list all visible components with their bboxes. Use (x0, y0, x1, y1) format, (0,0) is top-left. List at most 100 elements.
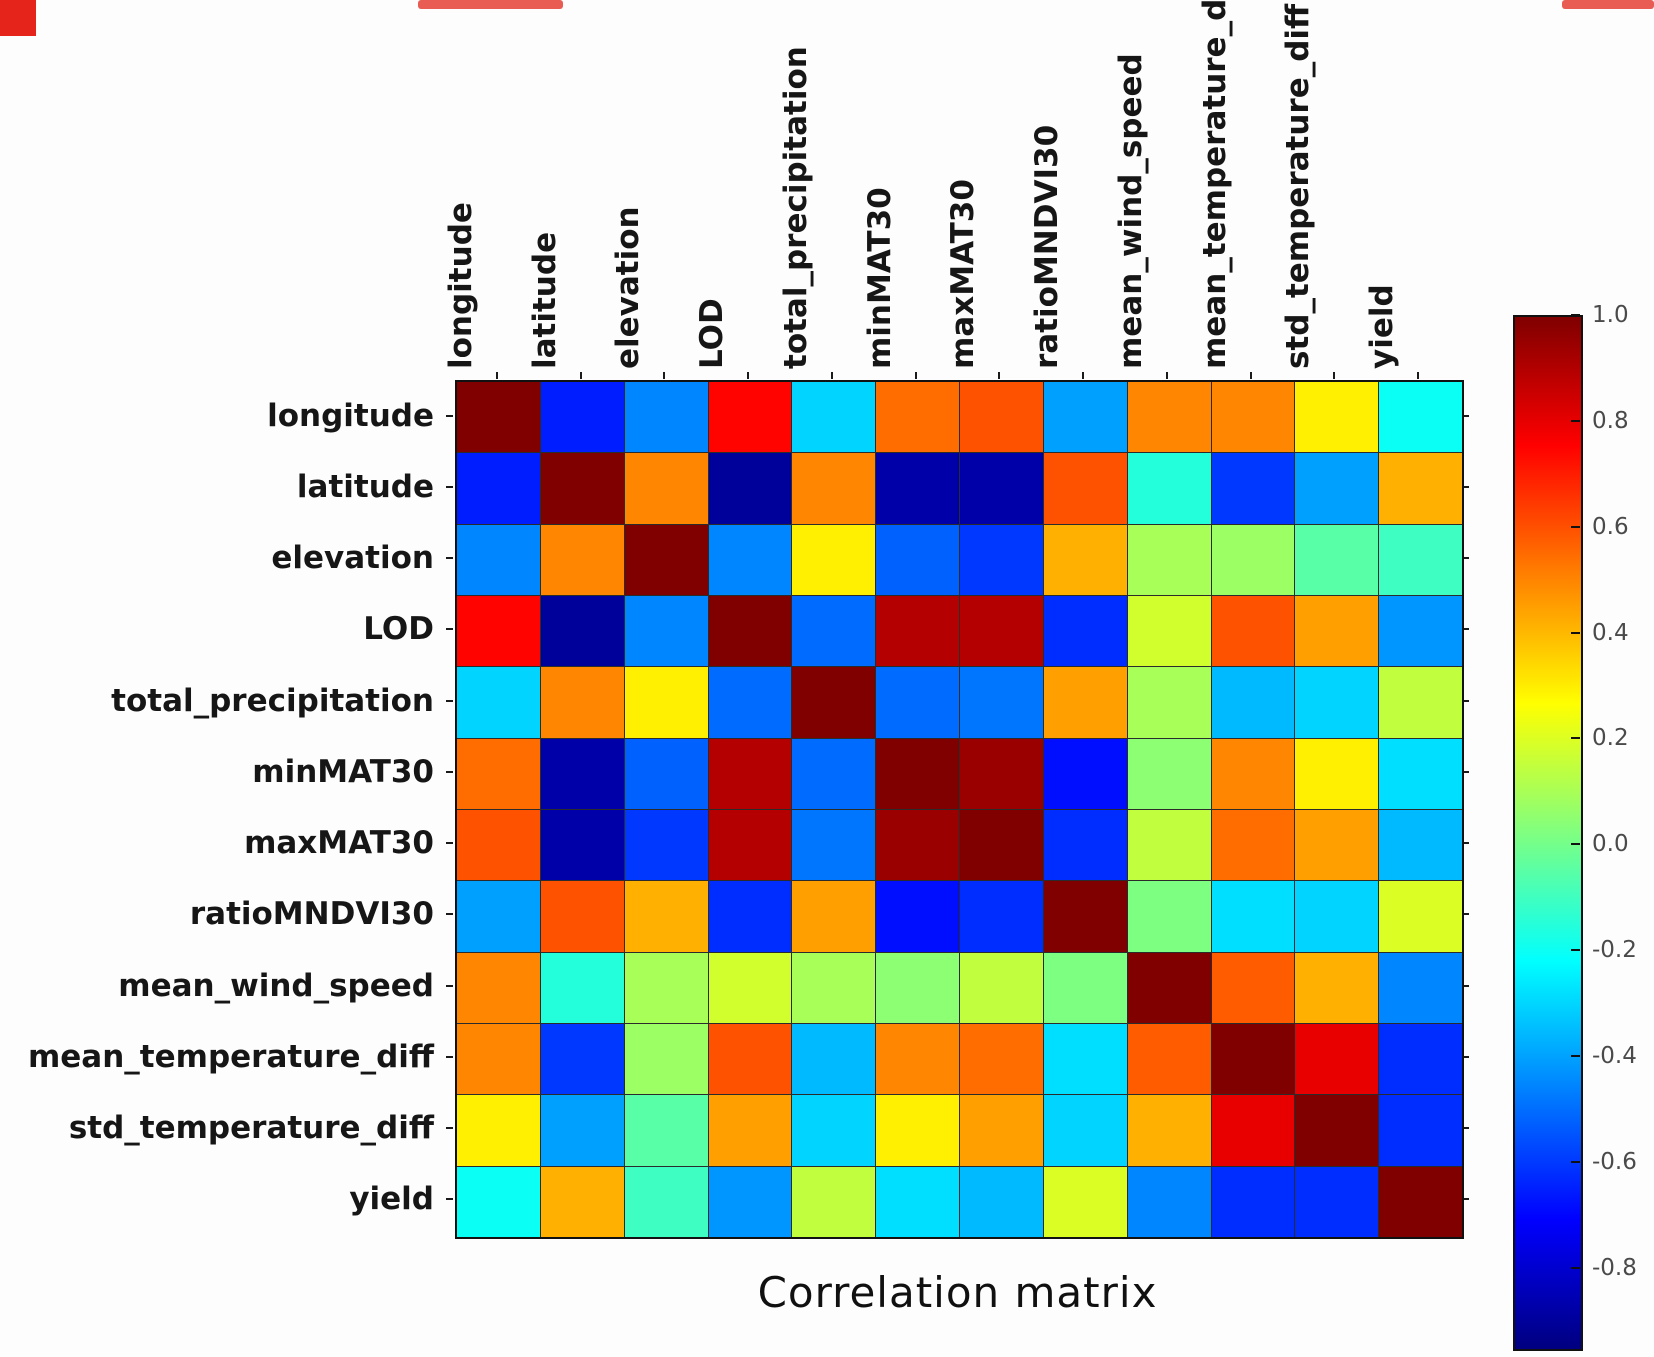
heatmap-cell (1295, 1166, 1379, 1237)
heatmap-cell (457, 881, 540, 952)
heatmap-cell (540, 810, 624, 881)
heatmap-cell (1211, 952, 1295, 1023)
y-axis-tick-right (1462, 913, 1469, 916)
heatmap-cell (792, 382, 876, 453)
heatmap-cell (1295, 524, 1379, 595)
heatmap-cell (457, 738, 540, 809)
y-axis-tick-left (446, 913, 453, 916)
x-axis-tick (914, 372, 917, 379)
heatmap-cell (1211, 524, 1295, 595)
heatmap-cell (1379, 810, 1462, 881)
heatmap-cell (876, 881, 959, 952)
colorbar-tick (1571, 843, 1580, 846)
y-axis-tick-left (446, 1198, 453, 1201)
heatmap-cell (1043, 1095, 1127, 1166)
heatmap-cell (876, 667, 959, 738)
heatmap-cell (1295, 738, 1379, 809)
heatmap-cell (708, 382, 792, 453)
chart-title: Correlation matrix (757, 1268, 1158, 1317)
x-axis-tick (830, 372, 833, 379)
heatmap-cell (1127, 810, 1211, 881)
heatmap-cell (1295, 453, 1379, 524)
heatmap-cell (960, 1095, 1043, 1166)
heatmap-cell (457, 1095, 540, 1166)
heatmap-cell (1211, 382, 1295, 453)
heatmap-cell (540, 738, 624, 809)
heatmap-cell (1211, 881, 1295, 952)
heatmap-cell (960, 382, 1043, 453)
heatmap-cell (1379, 1166, 1462, 1237)
heatmap-cell (1379, 596, 1462, 667)
x-axis-tick (1082, 372, 1085, 379)
x-axis-tick (495, 372, 498, 379)
heatmap-cell (457, 524, 540, 595)
x-axis-label: LOD (694, 298, 731, 369)
heatmap-cell (1211, 453, 1295, 524)
x-axis-label: mean_wind_speed (1112, 53, 1149, 369)
y-axis-tick-left (446, 1127, 453, 1130)
heatmap-cell (792, 596, 876, 667)
colorbar-tick (1571, 314, 1580, 316)
heatmap-cell (1211, 810, 1295, 881)
colorbar-tick (1571, 1266, 1580, 1269)
heatmap-cell (1043, 738, 1127, 809)
x-axis-label: mean_temperature_diff (1196, 0, 1233, 369)
colorbar-tick (1571, 1160, 1580, 1163)
heatmap-cell (792, 1095, 876, 1166)
colorbar-tick (1571, 419, 1580, 422)
y-axis-tick-right (1462, 485, 1469, 488)
heatmap-cell (1295, 1095, 1379, 1166)
heatmap-cell (1043, 1024, 1127, 1095)
x-axis-tick (1249, 372, 1252, 379)
heatmap-cell (1127, 1095, 1211, 1166)
x-axis-label: yield (1364, 284, 1401, 369)
y-axis-tick-left (446, 984, 453, 987)
heatmap-cell (1295, 810, 1379, 881)
heatmap-cell (1043, 453, 1127, 524)
jpeg-artifact-corner (0, 0, 36, 36)
heatmap-cell (876, 952, 959, 1023)
heatmap-cell (540, 1166, 624, 1237)
colorbar-tick-label: -0.4 (1592, 1042, 1637, 1069)
heatmap-cell (1127, 1166, 1211, 1237)
y-axis-label: longitude (267, 397, 434, 434)
heatmap-cell (1127, 881, 1211, 952)
y-axis-tick-right (1462, 842, 1469, 845)
heatmap-cell (1043, 881, 1127, 952)
heatmap-cell (1295, 382, 1379, 453)
heatmap-grid (457, 382, 1462, 1237)
heatmap-cell (708, 738, 792, 809)
heatmap-cell (876, 1095, 959, 1166)
heatmap-cell (708, 1024, 792, 1095)
x-axis-tick (663, 372, 666, 379)
x-axis-label: minMAT30 (861, 187, 898, 369)
heatmap-cell (708, 524, 792, 595)
x-axis-tick (1333, 372, 1336, 379)
heatmap-cell (960, 810, 1043, 881)
x-axis-tick (747, 372, 750, 379)
heatmap-cell (792, 952, 876, 1023)
heatmap-cell (624, 596, 708, 667)
heatmap-cell (960, 738, 1043, 809)
heatmap-cell (540, 1024, 624, 1095)
heatmap-cell (457, 1166, 540, 1237)
heatmap-cell (624, 382, 708, 453)
jpeg-artifact-top (418, 0, 563, 9)
heatmap-cell (792, 667, 876, 738)
heatmap-cell (1379, 524, 1462, 595)
y-axis-tick-left (446, 842, 453, 845)
y-axis-label: total_precipitation (111, 682, 434, 719)
heatmap-cell (1127, 382, 1211, 453)
y-axis-label: LOD (363, 611, 434, 648)
heatmap-cell (457, 596, 540, 667)
heatmap-cell (1043, 952, 1127, 1023)
y-axis-tick-right (1462, 557, 1469, 560)
heatmap-cell (624, 810, 708, 881)
heatmap-cell (1127, 738, 1211, 809)
heatmap-cell (1211, 1095, 1295, 1166)
heatmap-cell (624, 1166, 708, 1237)
heatmap-cell (1379, 1095, 1462, 1166)
heatmap-cell (540, 382, 624, 453)
heatmap-cell (876, 810, 959, 881)
